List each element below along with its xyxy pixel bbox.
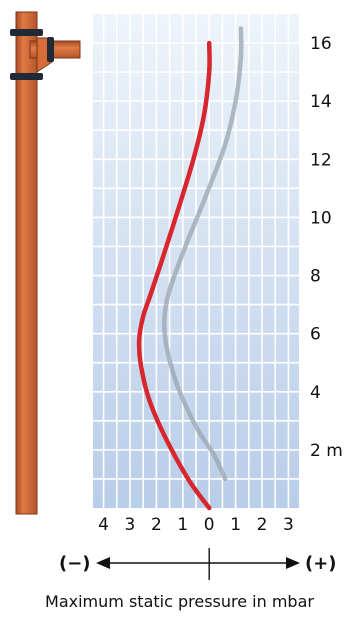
series-layer: [136, 26, 244, 511]
direction-indicator: (−) (+): [59, 548, 337, 580]
positive-label: (+): [305, 553, 337, 574]
x-axis-title: Maximum static pressure in mbar: [45, 592, 314, 611]
pipe-clamp: [10, 29, 43, 36]
y-tick-label: 8: [310, 267, 321, 287]
x-tick-label: 4: [98, 515, 109, 535]
pipe-clamp: [47, 37, 54, 62]
x-tick-label: 1: [230, 515, 241, 535]
y-tick-label: 12: [310, 150, 332, 170]
pipe-clamp: [10, 73, 43, 80]
right-arrowhead: [286, 557, 300, 569]
y-tick-label: 2 m: [310, 441, 343, 461]
x-tick-label: 3: [283, 515, 294, 535]
series-line-primary: [136, 40, 212, 511]
y-tick-label: 16: [310, 34, 332, 54]
y-tick-label: 6: [310, 325, 321, 345]
y-tick-label: 4: [310, 383, 321, 403]
x-tick-label: 0: [204, 515, 215, 535]
y-tick-labels: 2 m 4 6 8 10 12 14 16: [310, 34, 343, 461]
series-line-secondary: [161, 26, 244, 482]
left-arrowhead: [96, 557, 110, 569]
y-tick-label: 10: [310, 208, 332, 228]
drain-pipe-illustration: [10, 11, 81, 515]
x-tick-label: 3: [125, 515, 136, 535]
negative-label: (−): [59, 553, 91, 574]
vertical-pipe: [15, 11, 38, 515]
grid: [93, 14, 299, 508]
x-tick-label: 2: [151, 515, 162, 535]
x-tick-label: 2: [257, 515, 268, 535]
y-tick-label: 14: [310, 92, 332, 112]
x-tick-label: 1: [177, 515, 188, 535]
